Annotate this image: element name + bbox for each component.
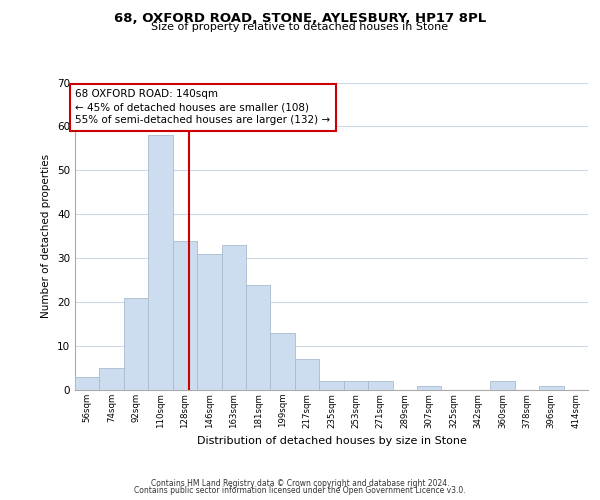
- Bar: [173, 240, 197, 390]
- Bar: [197, 254, 221, 390]
- Bar: [344, 381, 368, 390]
- Bar: [221, 245, 246, 390]
- Bar: [148, 135, 173, 390]
- Bar: [368, 381, 392, 390]
- Bar: [417, 386, 442, 390]
- Bar: [271, 333, 295, 390]
- Bar: [539, 386, 563, 390]
- Bar: [295, 359, 319, 390]
- Bar: [100, 368, 124, 390]
- Y-axis label: Number of detached properties: Number of detached properties: [41, 154, 52, 318]
- Bar: [124, 298, 148, 390]
- Bar: [490, 381, 515, 390]
- Text: 68, OXFORD ROAD, STONE, AYLESBURY, HP17 8PL: 68, OXFORD ROAD, STONE, AYLESBURY, HP17 …: [114, 12, 486, 26]
- Text: Size of property relative to detached houses in Stone: Size of property relative to detached ho…: [151, 22, 449, 32]
- X-axis label: Distribution of detached houses by size in Stone: Distribution of detached houses by size …: [197, 436, 466, 446]
- Bar: [319, 381, 344, 390]
- Bar: [75, 377, 100, 390]
- Text: Contains HM Land Registry data © Crown copyright and database right 2024.: Contains HM Land Registry data © Crown c…: [151, 478, 449, 488]
- Text: Contains public sector information licensed under the Open Government Licence v3: Contains public sector information licen…: [134, 486, 466, 495]
- Text: 68 OXFORD ROAD: 140sqm
← 45% of detached houses are smaller (108)
55% of semi-de: 68 OXFORD ROAD: 140sqm ← 45% of detached…: [76, 89, 331, 126]
- Bar: [246, 284, 271, 390]
